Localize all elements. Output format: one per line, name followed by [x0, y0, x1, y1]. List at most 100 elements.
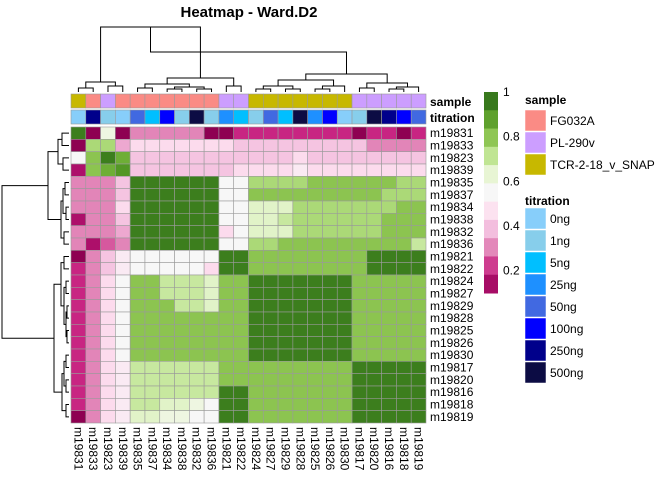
heatmap-cell	[307, 213, 323, 226]
titration-annotation-cell	[115, 109, 131, 125]
heatmap-cell	[70, 139, 87, 152]
heatmap-cell	[189, 139, 205, 152]
heatmap-cell	[336, 373, 353, 387]
heatmap-cell	[100, 176, 116, 189]
color-scale-swatch	[484, 128, 498, 148]
heatmap-cell	[248, 262, 264, 276]
heatmap-cell	[277, 237, 294, 251]
heatmap-cell	[410, 336, 427, 350]
heatmap-cell	[189, 311, 205, 325]
heatmap-cell	[262, 410, 279, 424]
heatmap-cell	[366, 213, 382, 226]
heatmap-cell	[307, 398, 323, 411]
heatmap-cell	[322, 213, 338, 226]
heatmap-cell	[233, 200, 249, 214]
titration-annotation-cell	[396, 109, 412, 125]
heatmap-cell	[410, 324, 427, 337]
heatmap-cell	[248, 225, 264, 239]
heatmap-cell	[233, 225, 249, 239]
heatmap-cell	[174, 163, 190, 177]
heatmap-cell	[189, 262, 205, 276]
heatmap-cell	[322, 373, 338, 387]
heatmap-cell	[203, 262, 220, 276]
heatmap-cell	[292, 176, 308, 189]
heatmap-cell	[85, 176, 101, 189]
heatmap-cell	[233, 398, 249, 411]
heatmap-cell	[262, 324, 279, 337]
heatmap-cell	[396, 336, 412, 350]
heatmap-cell	[262, 213, 279, 226]
heatmap-cell	[115, 361, 131, 374]
heatmap-cell	[277, 336, 294, 350]
heatmap-cell	[277, 287, 294, 300]
heatmap-cell	[292, 151, 308, 165]
heatmap-cell	[174, 336, 190, 350]
heatmap-cell	[115, 324, 131, 337]
row-label: m19832	[430, 225, 474, 239]
column-label: m19823	[101, 427, 115, 471]
sample-annotation-cell	[85, 93, 101, 109]
heatmap-cell	[189, 336, 205, 350]
heatmap-cell	[351, 176, 368, 189]
heatmap-cell	[115, 225, 131, 239]
column-dendrogram-branch	[225, 85, 242, 92]
heatmap-cell	[159, 311, 175, 325]
sample-legend-swatch	[524, 109, 547, 132]
heatmap-cell	[396, 188, 412, 202]
heatmap-cell	[307, 225, 323, 239]
heatmap-cell	[203, 361, 220, 374]
titration-annotation-cell	[174, 109, 190, 125]
heatmap-cell	[336, 225, 353, 239]
row-dendrogram-branch	[65, 379, 69, 393]
sample-annotation-cell	[292, 93, 308, 109]
heatmap-cell	[396, 398, 412, 411]
heatmap-cell	[129, 324, 146, 337]
heatmap-cell	[233, 188, 249, 202]
heatmap-cell	[262, 398, 279, 411]
heatmap-cell	[366, 200, 382, 214]
column-label: m19833	[86, 427, 100, 471]
column-dendrogram-branch	[358, 87, 375, 92]
heatmap-cell	[100, 361, 116, 374]
titration-annotation-cell	[159, 109, 175, 125]
heatmap-cell	[277, 324, 294, 337]
heatmap-cell	[351, 311, 368, 325]
titration-legend-label: 100ng	[550, 322, 583, 336]
heatmap-cell	[144, 176, 161, 189]
titration-legend-label: 50ng	[550, 300, 577, 314]
heatmap-cell	[277, 385, 294, 399]
sample-annotation-cell	[248, 93, 264, 109]
heatmap-cell	[189, 299, 205, 313]
row-dendrogram-branch	[65, 280, 69, 294]
heatmap-cell	[307, 176, 323, 189]
heatmap-cell	[144, 139, 161, 152]
heatmap-cell	[70, 299, 87, 313]
heatmap-cell	[381, 299, 397, 313]
heatmap-cell	[85, 299, 101, 313]
heatmap-cell	[159, 361, 175, 374]
heatmap-cell	[189, 225, 205, 239]
heatmap-cell	[248, 299, 264, 313]
heatmap-cell	[292, 200, 308, 214]
heatmap-cell	[292, 398, 308, 411]
heatmap-cell	[381, 398, 397, 411]
titration-annotation-cell	[351, 109, 368, 125]
row-dendrogram-branch	[64, 182, 69, 196]
titration-annotation-cell	[233, 109, 249, 125]
heatmap-cell	[115, 213, 131, 226]
heatmap-cell	[144, 151, 161, 165]
heatmap-cell	[292, 250, 308, 263]
heatmap-cell	[396, 225, 412, 239]
column-dendrogram	[77, 26, 420, 92]
titration-legend-swatch	[524, 251, 547, 274]
color-scale-swatch	[484, 256, 498, 276]
heatmap-cell	[70, 163, 87, 177]
heatmap-cell	[115, 188, 131, 202]
column-label: m19839	[116, 427, 130, 471]
heatmap-cell	[203, 311, 220, 325]
heatmap-cell	[322, 225, 338, 239]
heatmap-cell	[218, 188, 235, 202]
heatmap-cell	[292, 225, 308, 239]
heatmap-cell	[70, 311, 87, 325]
heatmap-cell	[322, 324, 338, 337]
